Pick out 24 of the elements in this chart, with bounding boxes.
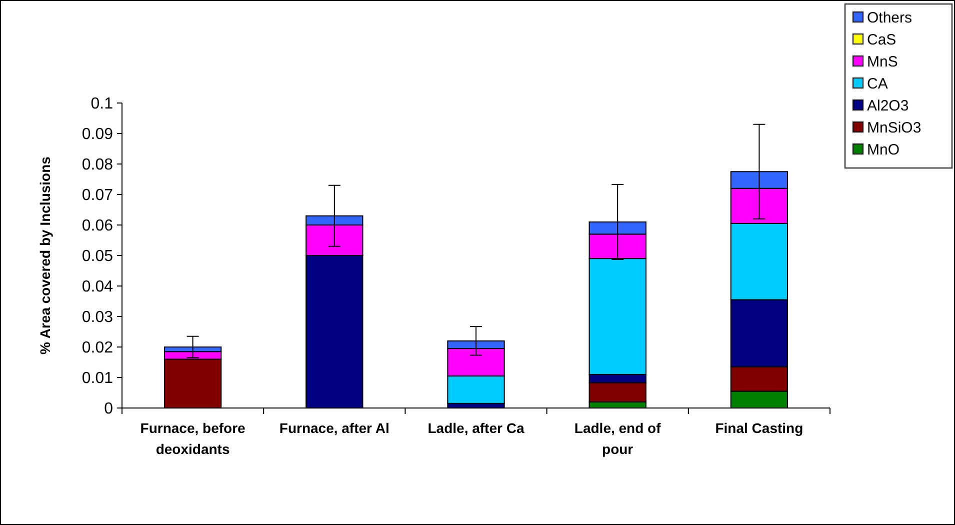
legend-label: MnS bbox=[867, 53, 898, 70]
y-tick-label: 0 bbox=[104, 400, 114, 418]
y-tick-label: 0.08 bbox=[82, 156, 114, 174]
x-tick-label: Furnace, after Al bbox=[279, 420, 390, 436]
legend-label: Others bbox=[867, 9, 912, 26]
y-tick-label: 0.1 bbox=[90, 96, 114, 113]
y-tick-label: 0.06 bbox=[82, 218, 114, 235]
y-tick-label: 0.02 bbox=[82, 340, 114, 357]
y-axis-title: % Area covered by Inclusions bbox=[37, 156, 53, 354]
x-tick-label: Furnace, before deoxidants bbox=[140, 420, 246, 457]
y-tick-label: 0.07 bbox=[82, 187, 114, 204]
y-tick-label: 0.03 bbox=[82, 309, 114, 326]
x-tick-label: Ladle, after Ca bbox=[428, 420, 524, 436]
legend-label: Al2O3 bbox=[867, 97, 909, 114]
legend-label: CaS bbox=[867, 31, 896, 48]
y-tick-label: 0.05 bbox=[82, 248, 114, 266]
x-tick-label: Ladle, end of pour bbox=[574, 420, 662, 457]
legend-label: MnO bbox=[867, 141, 900, 158]
y-tick-label: 0.01 bbox=[82, 370, 114, 388]
x-tick-label: Final Casting bbox=[715, 420, 804, 436]
legend-label: CA bbox=[867, 75, 888, 92]
legend-label: MnSiO3 bbox=[867, 119, 922, 136]
y-tick-label: 0.09 bbox=[82, 126, 114, 144]
y-tick-label: 0.04 bbox=[82, 278, 114, 296]
